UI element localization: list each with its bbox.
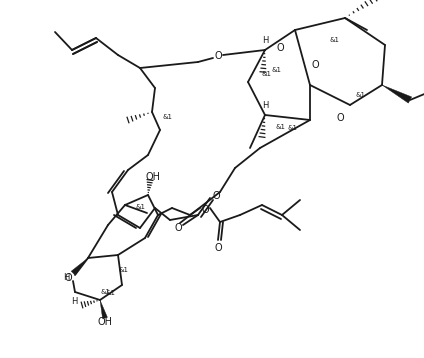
Text: &1: &1 <box>330 37 340 43</box>
Text: O: O <box>214 243 222 253</box>
Text: &1: &1 <box>135 204 145 210</box>
Text: &1: &1 <box>100 289 110 295</box>
Text: &1: &1 <box>105 290 115 296</box>
Text: H: H <box>262 101 268 110</box>
Polygon shape <box>100 300 107 319</box>
Text: H: H <box>63 274 69 282</box>
Text: &1: &1 <box>162 114 172 120</box>
Polygon shape <box>382 85 412 103</box>
Text: H: H <box>71 297 77 306</box>
Text: &1: &1 <box>261 71 271 77</box>
Text: O: O <box>64 273 72 283</box>
Text: O: O <box>174 223 182 233</box>
Text: &1: &1 <box>355 92 365 98</box>
Text: OH: OH <box>145 172 161 182</box>
Text: &1: &1 <box>272 67 282 73</box>
Text: O: O <box>212 191 220 201</box>
Text: O: O <box>276 43 284 53</box>
Text: O: O <box>336 113 344 123</box>
Text: &1: &1 <box>287 125 297 131</box>
Text: O: O <box>311 60 319 70</box>
Text: OH: OH <box>98 317 112 327</box>
Text: &1: &1 <box>275 124 285 130</box>
Polygon shape <box>71 258 88 275</box>
Text: O: O <box>201 205 209 215</box>
Text: &1: &1 <box>118 267 128 273</box>
Text: H: H <box>262 35 268 44</box>
Text: O: O <box>214 51 222 61</box>
